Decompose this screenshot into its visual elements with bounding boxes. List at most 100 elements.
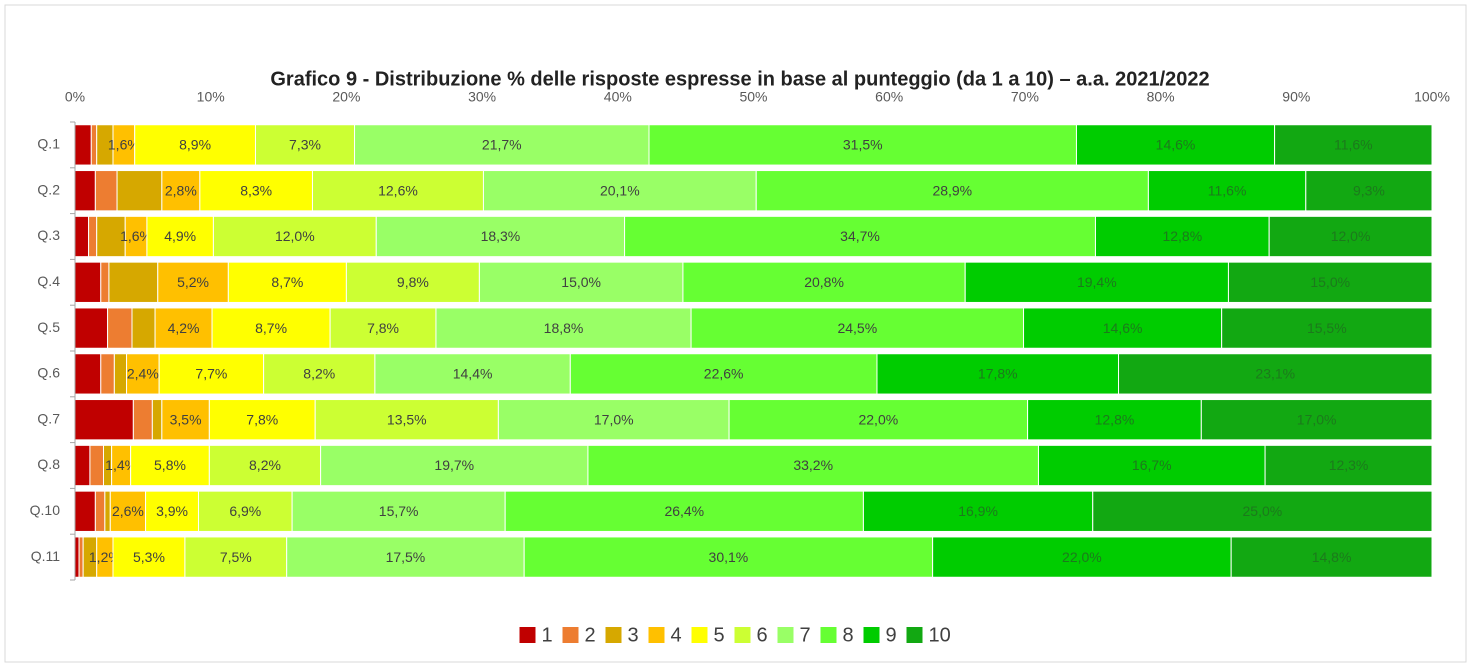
bar-segment <box>329 307 437 349</box>
bar-segment <box>728 399 1029 441</box>
bar-segment <box>109 490 147 532</box>
bar-segment <box>690 307 1025 349</box>
bar-segment <box>1118 353 1433 395</box>
bar-segment <box>154 307 213 349</box>
bar-segment <box>212 215 377 258</box>
data-label: 15,0% <box>1310 274 1350 290</box>
data-label: 8,3% <box>240 182 272 198</box>
data-label: 2,8% <box>165 182 197 198</box>
data-label: 28,9% <box>932 182 972 198</box>
data-label: 7,7% <box>195 366 227 382</box>
data-label: 11,6% <box>1334 137 1373 153</box>
bar-segment <box>74 490 96 532</box>
x-tick-label: 100% <box>1414 89 1450 105</box>
data-label: 26,4% <box>664 503 704 519</box>
data-label: 25,0% <box>1243 503 1283 519</box>
bar-segment <box>96 215 126 258</box>
legend-label: 8 <box>843 624 854 646</box>
bar-segment <box>1200 399 1433 441</box>
x-tick-label: 30% <box>468 89 496 105</box>
bar-segment <box>74 170 96 212</box>
data-label: 12,6% <box>378 182 418 198</box>
data-label: 7,3% <box>289 137 321 153</box>
bar-segment <box>624 215 1096 258</box>
y-tick-label: Q.11 <box>31 548 61 564</box>
x-tick-label: 90% <box>1282 89 1310 105</box>
bar-segment <box>94 490 106 532</box>
data-label: 17,0% <box>1297 411 1337 427</box>
legend-swatch <box>562 627 579 643</box>
bar-segment <box>74 536 80 578</box>
bar-segment <box>89 444 104 487</box>
bar-segment <box>1027 399 1202 441</box>
data-label: 1,6% <box>108 137 140 153</box>
data-label: 20,8% <box>804 274 844 290</box>
bar-segment <box>286 536 525 578</box>
legend-label: 4 <box>671 624 682 646</box>
y-tick-label: Q.3 <box>37 227 60 243</box>
data-label: 5,2% <box>177 274 209 290</box>
x-tick-label: 10% <box>197 89 225 105</box>
data-label: 13,5% <box>387 411 427 427</box>
y-tick-label: Q.2 <box>37 181 60 197</box>
bar-segment <box>112 536 186 578</box>
bar-segment <box>145 490 199 532</box>
x-tick-label: 60% <box>875 89 903 105</box>
data-label: 24,5% <box>837 320 877 336</box>
bar-segment <box>1037 444 1266 487</box>
bar-segment <box>682 261 966 303</box>
bar-segment <box>227 261 347 303</box>
bar-segment <box>1264 444 1433 487</box>
bar-segment <box>146 215 214 258</box>
data-label: 22,0% <box>858 411 898 427</box>
bar-segment <box>497 399 730 441</box>
bar-segment <box>107 307 133 349</box>
data-label: 5,3% <box>133 549 165 565</box>
data-label: 9,3% <box>1353 182 1385 198</box>
legend-swatch <box>820 627 837 643</box>
bar-segment <box>197 490 293 532</box>
bar-segment <box>964 261 1229 303</box>
data-label: 33,2% <box>793 457 833 473</box>
bar-segment <box>1305 170 1433 212</box>
legend-label: 10 <box>929 624 951 646</box>
bar-segment <box>208 444 322 487</box>
bar-segment <box>94 170 118 212</box>
data-label: 4,9% <box>164 228 196 244</box>
bar-segment <box>345 261 480 303</box>
bar-segment <box>862 490 1094 532</box>
bar-segment <box>1268 215 1433 258</box>
bar-segment <box>311 170 484 212</box>
data-label: 16,7% <box>1132 457 1172 473</box>
data-label: 34,7% <box>840 228 880 244</box>
data-label: 9,8% <box>397 274 429 290</box>
x-tick-label: 20% <box>332 89 360 105</box>
bar-segment <box>90 124 98 166</box>
bar-segment <box>78 536 84 578</box>
data-label: 20,1% <box>600 182 640 198</box>
data-label: 14,8% <box>1312 549 1352 565</box>
data-label: 12,0% <box>1331 228 1371 244</box>
data-label: 12,0% <box>275 228 315 244</box>
data-label: 21,7% <box>482 137 522 153</box>
bar-segment <box>184 536 288 578</box>
data-label: 15,0% <box>561 274 601 290</box>
data-label: 3,9% <box>156 503 188 519</box>
bar-segment <box>435 307 692 349</box>
legend-swatch <box>691 627 708 643</box>
bar-segment <box>74 307 109 349</box>
data-label: 7,8% <box>246 411 278 427</box>
bar-segment <box>74 215 90 258</box>
legend-swatch <box>863 627 880 643</box>
y-tick-label: Q.1 <box>37 136 60 152</box>
data-label: 14,4% <box>453 366 493 382</box>
x-tick-label: 50% <box>739 89 767 105</box>
x-tick-label: 70% <box>1011 89 1039 105</box>
data-label: 8,2% <box>249 457 281 473</box>
data-label: 7,8% <box>367 320 399 336</box>
bar-segment <box>208 399 316 441</box>
bar-segment <box>587 444 1039 487</box>
bar-segment <box>100 261 110 303</box>
data-label: 22,0% <box>1062 549 1102 565</box>
legend-swatch <box>648 627 665 643</box>
